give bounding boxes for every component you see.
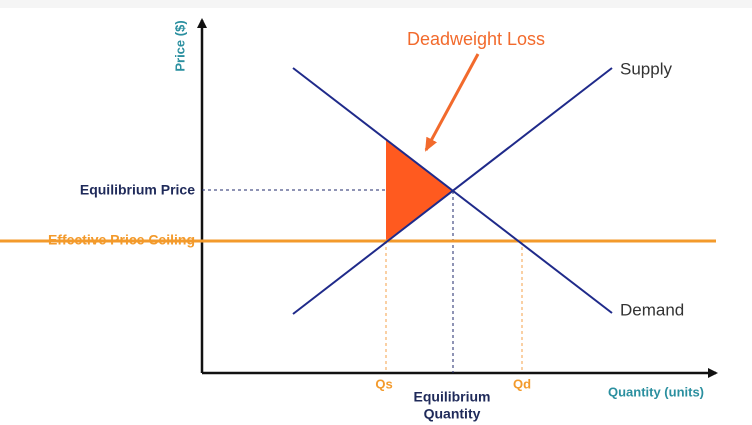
supply-curve [292,67,613,315]
deadweight-loss-label: Deadweight Loss [407,29,545,49]
deadweight-loss-area [386,140,453,241]
qs-label: Qs [375,376,392,391]
equilibrium-quantity-label: Quantity [424,406,481,422]
price-ceiling-label: Effective Price Ceiling [48,232,195,248]
y-axis-label: Price ($) [172,20,187,71]
equilibrium-quantity-label: Equilibrium [414,389,491,405]
demand-label: Demand [620,300,684,319]
supply-label: Supply [620,59,672,78]
x-axis-label: Quantity (units) [608,384,704,399]
equilibrium-price-label: Equilibrium Price [80,182,195,198]
qd-label: Qd [513,376,531,391]
annotation-arrow [424,53,480,152]
top-strip [0,0,752,8]
